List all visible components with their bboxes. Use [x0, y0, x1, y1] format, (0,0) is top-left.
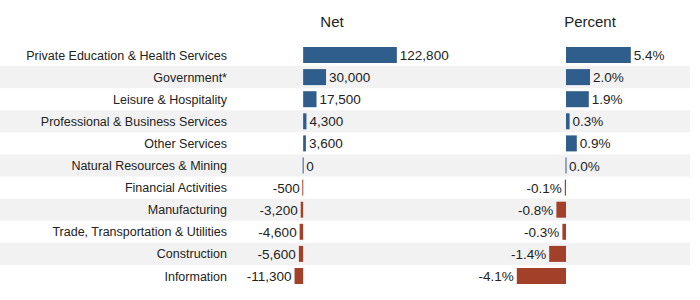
- data-label: 0.0%: [569, 159, 600, 174]
- bar: [303, 158, 304, 174]
- category-label: Other Services: [144, 137, 227, 151]
- bar: [566, 69, 590, 85]
- bar: [566, 135, 577, 151]
- data-label: 5.4%: [634, 48, 665, 63]
- data-label: -0.8%: [518, 203, 553, 218]
- category-label: Financial Activities: [125, 181, 227, 195]
- panel-title: Net: [320, 13, 344, 30]
- panel-title: Percent: [564, 13, 617, 30]
- bar: [295, 268, 304, 284]
- category-label: Information: [164, 270, 227, 284]
- bar: [566, 47, 631, 63]
- category-label: Private Education & Health Services: [26, 49, 227, 63]
- bar: [303, 91, 316, 107]
- category-label: Professional & Business Services: [41, 115, 227, 129]
- data-labels: 122,800 30,000 17,500 4,300 3,600 0 -500 -3,200…: [247, 48, 449, 284]
- bar: [566, 113, 570, 129]
- data-label: -0.1%: [527, 181, 562, 196]
- data-label: -0.3%: [524, 225, 559, 240]
- data-label: -4.1%: [479, 269, 514, 284]
- row-band: [0, 154, 690, 176]
- bar: [566, 158, 567, 174]
- data-label: 4,300: [309, 114, 343, 129]
- bar: [303, 47, 397, 63]
- bar: [556, 202, 566, 218]
- data-label: -5,600: [258, 247, 296, 262]
- data-labels: 5.4% 2.0% 1.9% 0.3% 0.9% 0.0% -0.1% -0.8% -0.3% -…: [479, 48, 665, 284]
- data-label: 0.3%: [573, 114, 604, 129]
- category-label: Trade, Transportation & Utilities: [52, 225, 227, 239]
- row-bands: [0, 66, 690, 265]
- category-label: Construction: [157, 247, 227, 261]
- row-band: [0, 66, 690, 88]
- data-label: 30,000: [329, 70, 370, 85]
- category-label: Leisure & Hospitality: [113, 93, 228, 107]
- bar: [549, 246, 566, 262]
- data-label: -3,200: [259, 203, 297, 218]
- data-label: 3,600: [309, 136, 343, 151]
- data-label: -11,300: [247, 269, 292, 284]
- bar: [565, 180, 566, 196]
- data-label: -1.4%: [511, 247, 546, 262]
- bar: [302, 180, 303, 196]
- data-label: 122,800: [400, 48, 449, 63]
- bar: [299, 246, 303, 262]
- row-band: [0, 199, 690, 221]
- bar: [517, 268, 566, 284]
- bar: [562, 224, 566, 240]
- category-label: Natural Resources & Mining: [71, 159, 227, 173]
- data-label: 17,500: [320, 92, 361, 107]
- bar: [566, 91, 589, 107]
- bars: [295, 47, 397, 284]
- row-band: [0, 243, 690, 265]
- row-band: [0, 110, 690, 132]
- data-label: -4,600: [258, 225, 296, 240]
- category-label: Government*: [153, 71, 227, 85]
- data-label: 1.9%: [592, 92, 623, 107]
- bar: [300, 224, 304, 240]
- data-label: 0: [306, 159, 314, 174]
- chart-root: Net Private Education & Health Services Go…: [0, 0, 700, 300]
- data-label: 2.0%: [593, 70, 624, 85]
- bar: [301, 202, 303, 218]
- data-label: 0.9%: [580, 136, 611, 151]
- category-label: Manufacturing: [148, 203, 227, 217]
- data-label: -500: [273, 181, 300, 196]
- bar: [303, 113, 306, 129]
- bar: [303, 69, 326, 85]
- bar: [303, 135, 306, 151]
